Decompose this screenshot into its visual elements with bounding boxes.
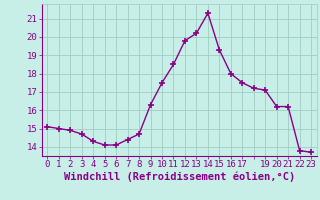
X-axis label: Windchill (Refroidissement éolien,°C): Windchill (Refroidissement éolien,°C) — [64, 172, 295, 182]
